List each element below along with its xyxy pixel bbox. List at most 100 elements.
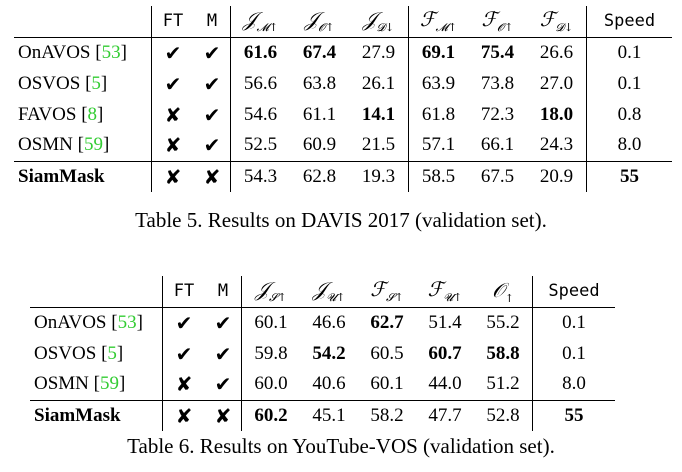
method-cell: SiamMask xyxy=(14,160,152,192)
ft-mark: ✔ xyxy=(175,341,193,366)
method-name: OnAVOS xyxy=(18,41,91,63)
method-name: OnAVOS xyxy=(34,311,107,333)
metric-value: 67.5 xyxy=(468,160,527,192)
method-cell: FAVOS [8] xyxy=(14,99,152,130)
metric-value: 54.6 xyxy=(243,103,278,125)
metric-value: 61.8 xyxy=(421,103,456,125)
metric-value: 60.1 xyxy=(370,373,404,395)
metric-value: 27.0 xyxy=(527,68,587,99)
citation-link[interactable]: 5 xyxy=(107,342,117,364)
citation-link[interactable]: 8 xyxy=(87,103,98,125)
metric-value: 24.3 xyxy=(527,130,587,161)
metric-value: 72.3 xyxy=(480,103,515,125)
metric-value: 20.9 xyxy=(527,160,587,192)
m-mark: ✘ xyxy=(194,160,231,192)
table-header-row: FT M 𝒥𝓢↑ 𝒥𝓤↑ ℱ𝓢↑ ℱ𝓤↑ 𝒪↑ Speed xyxy=(30,276,615,308)
metric-value: 47.7 xyxy=(416,399,474,431)
metric-value: 51.2 xyxy=(474,369,533,400)
m-mark: ✔ xyxy=(205,338,242,369)
col-metric: ℱ𝓢↑ xyxy=(358,276,416,308)
method-name: OSMN xyxy=(34,373,89,395)
table-row: OSVOS [5] ✔ ✔ 56.6 63.8 26.1 63.9 73.8 27.0 0.1 xyxy=(14,68,672,99)
table-row: OSVOS [5] ✔ ✔ 59.8 54.2 60.5 60.7 58.8 0.1 xyxy=(30,338,615,369)
metric-value: 73.8 xyxy=(480,72,515,94)
col-metric: 𝒪↑ xyxy=(474,276,533,308)
metric-value: 66.1 xyxy=(480,134,515,156)
m-mark: ✔ xyxy=(194,37,231,68)
davis-results-table: FT M 𝒥𝓜↑ 𝒥𝓞↑ 𝒥𝓓↓ ℱ𝓜↑ ℱ𝓞↑ ℱ𝓓↓ Speed OnAVO… xyxy=(14,6,672,192)
col-speed: Speed xyxy=(586,6,672,38)
metric-value: 63.8 xyxy=(302,72,337,94)
citation-link[interactable]: 5 xyxy=(91,72,101,94)
metric-value: 45.1 xyxy=(300,399,358,431)
metric-value: 40.6 xyxy=(312,373,346,395)
col-speed: Speed xyxy=(532,276,615,308)
method-name: OSVOS xyxy=(18,72,81,94)
method-name: SiamMask xyxy=(34,404,121,426)
ft-mark: ✘ xyxy=(164,102,182,127)
metric-value: 46.6 xyxy=(312,311,346,333)
speed-value: 0.1 xyxy=(562,311,586,333)
m-mark: ✔ xyxy=(194,99,231,130)
m-mark: ✔ xyxy=(194,68,231,99)
method-cell: OnAVOS [53] xyxy=(14,37,152,68)
metric-value: 57.1 xyxy=(421,134,456,156)
table-5-caption: Table 5. Results on DAVIS 2017 (validati… xyxy=(135,208,547,232)
speed-value: 0.1 xyxy=(617,41,642,63)
metric-value: 62.7 xyxy=(370,311,404,333)
method-cell: SiamMask xyxy=(30,399,163,431)
method-cell: OSVOS [5] xyxy=(14,68,152,99)
col-metric: ℱ𝓜↑ xyxy=(408,6,468,38)
metric-value: 62.8 xyxy=(290,160,349,192)
table-row: OSMN [59] ✘ ✔ 52.5 60.9 21.5 57.1 66.1 24.3 8.0 xyxy=(14,130,672,161)
col-ft: FT xyxy=(162,276,205,308)
metric-value: 19.3 xyxy=(349,160,409,192)
table-header-row: FT M 𝒥𝓜↑ 𝒥𝓞↑ 𝒥𝓓↓ ℱ𝓜↑ ℱ𝓞↑ ℱ𝓓↓ Speed xyxy=(14,6,672,38)
metric-value: 58.2 xyxy=(358,399,416,431)
col-metric: 𝒥𝓜↑ xyxy=(230,6,290,38)
metric-value: 59.8 xyxy=(254,342,288,364)
metric-value: 60.9 xyxy=(302,134,337,156)
ft-mark: ✔ xyxy=(175,310,193,335)
citation-link[interactable]: 59 xyxy=(83,134,103,156)
metric-value: 14.1 xyxy=(349,99,409,130)
metric-value: 21.5 xyxy=(349,130,409,161)
metric-value: 61.1 xyxy=(302,103,337,125)
ft-mark: ✘ xyxy=(175,372,193,397)
metric-value: 58.5 xyxy=(408,160,468,192)
ft-mark: ✘ xyxy=(162,399,205,431)
col-ft: FT xyxy=(151,6,194,38)
speed-value: 0.1 xyxy=(562,342,586,364)
table-row: OnAVOS [53] ✔ ✔ 60.1 46.6 62.7 51.4 55.2 0.1 xyxy=(30,307,615,338)
method-cell: OSMN [59] xyxy=(14,130,152,161)
speed-value: 0.8 xyxy=(617,103,642,125)
metric-value: 26.1 xyxy=(349,68,409,99)
m-mark: ✔ xyxy=(205,369,242,400)
method-name: OSMN xyxy=(18,134,73,156)
metric-value: 60.7 xyxy=(428,342,462,364)
method-name: FAVOS xyxy=(18,103,77,125)
speed-value: 8.0 xyxy=(562,373,586,395)
metric-value: 75.4 xyxy=(480,41,515,63)
citation-link[interactable]: 53 xyxy=(101,41,121,63)
method-cell: OnAVOS [53] xyxy=(30,307,163,338)
citation-link[interactable]: 59 xyxy=(99,373,119,395)
col-metric: 𝒥𝓤↑ xyxy=(300,276,358,308)
citation-link[interactable]: 53 xyxy=(117,311,137,333)
method-name: OSVOS xyxy=(34,342,97,364)
youtube-vos-results-table: FT M 𝒥𝓢↑ 𝒥𝓤↑ ℱ𝓢↑ ℱ𝓤↑ 𝒪↑ Speed OnAVOS [53… xyxy=(30,276,615,431)
table-row: SiamMask ✘ ✘ 54.3 62.8 19.3 58.5 67.5 20.9 55 xyxy=(14,160,672,192)
metric-value: 26.6 xyxy=(527,37,587,68)
ft-mark: ✔ xyxy=(164,71,182,96)
metric-value: 58.8 xyxy=(474,338,533,369)
col-metric: 𝒥𝓢↑ xyxy=(241,276,300,308)
ft-mark: ✔ xyxy=(164,40,182,65)
metric-value: 60.0 xyxy=(254,373,288,395)
metric-value: 54.2 xyxy=(312,342,346,364)
method-cell: OSVOS [5] xyxy=(30,338,163,369)
col-metric: ℱ𝓞↑ xyxy=(468,6,527,38)
speed-value: 8.0 xyxy=(617,134,642,156)
metric-value: 63.9 xyxy=(421,72,456,94)
metric-value: 69.1 xyxy=(421,41,456,63)
metric-value: 60.5 xyxy=(370,342,404,364)
